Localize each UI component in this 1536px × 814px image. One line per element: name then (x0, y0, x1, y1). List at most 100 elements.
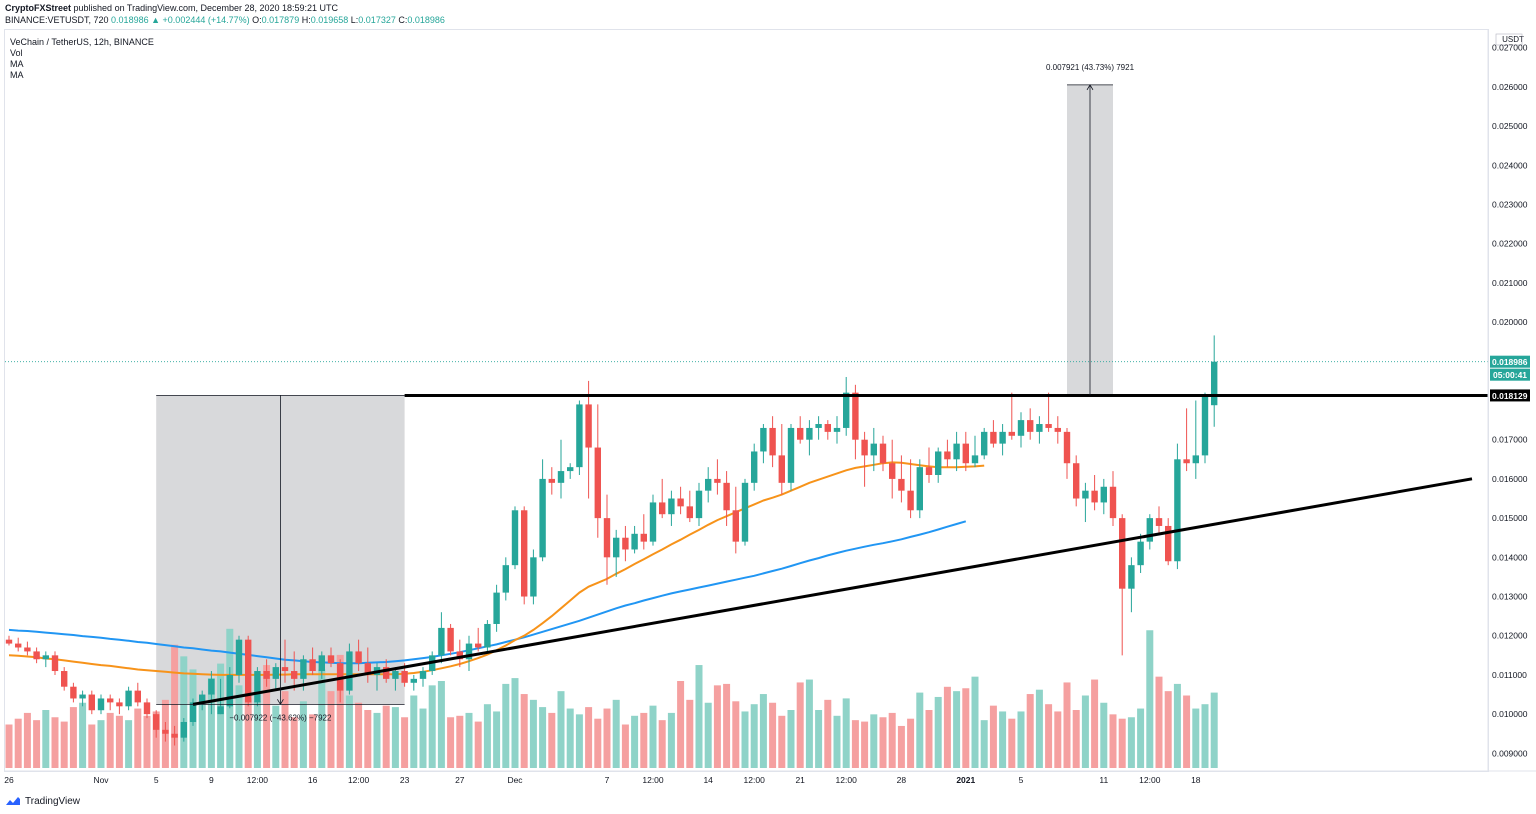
candle (1027, 408, 1034, 440)
footer: TradingView (5, 795, 80, 807)
legend-vol[interactable]: Vol (10, 48, 23, 58)
footer-brand[interactable]: TradingView (25, 795, 81, 807)
volume-bar (152, 711, 160, 768)
candle (1109, 471, 1117, 526)
candle (1036, 416, 1043, 444)
candle-body (567, 467, 574, 472)
last-price-tag (1490, 355, 1530, 368)
volume-bar (5, 724, 13, 768)
x-tick-label: 16 (308, 775, 318, 785)
volume-bar (235, 685, 243, 768)
candle (1119, 514, 1126, 656)
candle-body (1027, 420, 1034, 432)
volume-bar (69, 707, 77, 768)
volume-bar (391, 707, 399, 768)
x-tick-label: 5 (1019, 775, 1024, 785)
volume-bar (1081, 695, 1089, 768)
volume-bar (180, 656, 188, 768)
candle-body (760, 427, 767, 452)
volume-bar (51, 717, 59, 768)
volume-bar (962, 688, 970, 768)
candle (935, 447, 942, 483)
volume-bar (437, 681, 445, 768)
volume-bar (989, 705, 997, 768)
measure-up-label: 0.007921 (43.73%) 7921 (1046, 63, 1135, 72)
volume-bar (474, 721, 482, 768)
candle-body (208, 678, 215, 695)
volume-bar (980, 720, 988, 768)
candle (511, 506, 519, 570)
candle-body (695, 490, 703, 519)
volume-bar (750, 704, 758, 768)
y-tick-label: 0.010000 (1492, 709, 1528, 719)
legend-ma-slow[interactable]: MA (10, 70, 24, 80)
candle (33, 647, 40, 664)
volume-bar (677, 681, 685, 768)
volume-bar (281, 691, 289, 768)
candle-body (530, 557, 537, 597)
candle-body (539, 478, 546, 558)
candle-body (1119, 518, 1126, 589)
candle-body (401, 671, 408, 683)
candle-body (594, 447, 601, 519)
legend-title[interactable]: VeChain / TetherUS, 12h, BINANCE (10, 37, 154, 47)
volume-bar (345, 695, 353, 768)
candle-body (42, 655, 49, 660)
volume-bar (658, 720, 666, 768)
candle-body (1082, 490, 1089, 499)
volume-bar (575, 714, 583, 768)
candle (870, 427, 877, 472)
candle-body (852, 392, 859, 440)
volume-bar (759, 694, 767, 768)
volume-bar (842, 698, 850, 768)
candle-body (143, 702, 151, 715)
x-tick-label: 2021 (956, 775, 975, 785)
volume-bar (796, 682, 804, 768)
x-tick-label: 26 (4, 775, 14, 785)
candle (263, 659, 270, 687)
volume-bar (1173, 683, 1181, 768)
candle-body (226, 674, 233, 707)
high-label: H: (301, 15, 311, 25)
candle (925, 447, 933, 483)
candle (962, 431, 969, 472)
candle-body (585, 404, 592, 448)
y-tick-label: 0.023000 (1492, 199, 1528, 209)
volume-bar (953, 691, 961, 768)
candle-body (263, 671, 270, 679)
volume-bar (778, 715, 786, 768)
candle-body (1091, 490, 1098, 503)
currency-box (1495, 33, 1523, 46)
candle (659, 478, 666, 519)
candle-body (438, 627, 445, 656)
candle (990, 420, 997, 448)
candle (1063, 427, 1071, 479)
candle (1128, 557, 1135, 613)
author-name[interactable]: CryptoFXStreet (5, 3, 72, 13)
candle (944, 439, 951, 468)
candle-body (511, 510, 519, 566)
volume-bar (566, 708, 574, 768)
volume-bar (198, 701, 206, 768)
candle-body (1146, 518, 1153, 542)
volume-bar (493, 711, 501, 768)
candle (254, 667, 261, 707)
volume-bar (548, 712, 556, 768)
candle (833, 416, 841, 444)
candle (548, 467, 555, 495)
legend-ma-fast[interactable]: MA (10, 59, 24, 69)
volume-bar (897, 725, 905, 768)
candle-body (88, 694, 95, 711)
candle (180, 718, 187, 742)
candle (677, 486, 684, 515)
candle-body (5, 639, 13, 644)
candle-body (833, 427, 841, 432)
candle (981, 427, 988, 460)
candle-body (1036, 424, 1043, 432)
candle-body (889, 463, 896, 479)
volume-bar (723, 683, 731, 768)
candle-body (24, 647, 31, 652)
candle-body (134, 690, 141, 703)
volume-bar (861, 721, 869, 768)
